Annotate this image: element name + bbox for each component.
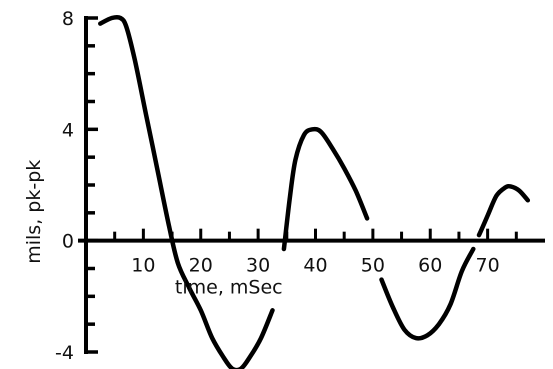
- x-tick-label: 70: [476, 255, 500, 277]
- y-tick-label: -4: [55, 342, 74, 364]
- series-line-segment-4: [476, 183, 531, 238]
- y-tick-label: 8: [62, 8, 74, 30]
- x-tick-label: 60: [418, 255, 442, 277]
- series-line-segment-3: [379, 246, 476, 341]
- x-tick-label: 10: [131, 255, 155, 277]
- x-tick-label: 20: [189, 255, 213, 277]
- x-tick-label: 50: [361, 255, 385, 277]
- series-layer: [98, 14, 531, 369]
- y-axis-label: mils, pk-pk: [23, 160, 45, 264]
- series-line-segment-2: [281, 126, 370, 252]
- x-tick-label: 30: [246, 255, 270, 277]
- x-tick-label: 40: [303, 255, 327, 277]
- series-line-segment-1: [98, 14, 275, 369]
- axes: [78, 16, 545, 354]
- y-tick-label: 4: [62, 119, 74, 141]
- y-tick-label: 0: [62, 231, 74, 253]
- tick-labels: -4 0 4 8 10 20 30 40 50 60 70: [55, 8, 500, 364]
- ticks: [86, 16, 518, 354]
- x-axis-label: time, mSec: [175, 277, 283, 299]
